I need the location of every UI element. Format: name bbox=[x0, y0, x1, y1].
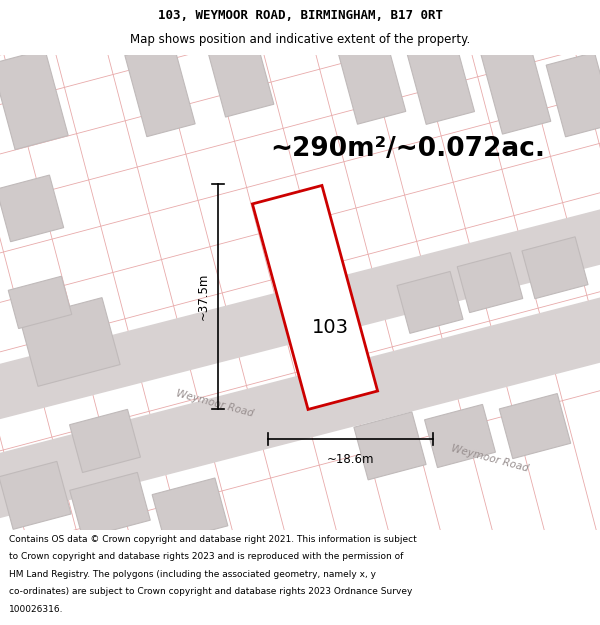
Polygon shape bbox=[354, 412, 426, 480]
Polygon shape bbox=[125, 42, 195, 137]
Polygon shape bbox=[425, 404, 496, 468]
Text: 103, WEYMOOR ROAD, BIRMINGHAM, B17 0RT: 103, WEYMOOR ROAD, BIRMINGHAM, B17 0RT bbox=[157, 9, 443, 22]
Polygon shape bbox=[0, 461, 71, 529]
Polygon shape bbox=[20, 298, 120, 386]
Polygon shape bbox=[152, 478, 228, 542]
Polygon shape bbox=[0, 175, 64, 242]
Text: ~290m²/~0.072ac.: ~290m²/~0.072ac. bbox=[270, 136, 545, 162]
Polygon shape bbox=[0, 298, 600, 518]
Polygon shape bbox=[0, 209, 600, 419]
Text: 100026316.: 100026316. bbox=[9, 605, 64, 614]
Polygon shape bbox=[0, 49, 68, 149]
Text: HM Land Registry. The polygons (including the associated geometry, namely x, y: HM Land Registry. The polygons (includin… bbox=[9, 570, 376, 579]
Polygon shape bbox=[8, 276, 72, 329]
Text: ~37.5m: ~37.5m bbox=[197, 272, 210, 320]
Polygon shape bbox=[546, 52, 600, 137]
Polygon shape bbox=[253, 186, 377, 409]
Polygon shape bbox=[397, 271, 463, 333]
Text: Map shows position and indicative extent of the property.: Map shows position and indicative extent… bbox=[130, 33, 470, 46]
Text: co-ordinates) are subject to Crown copyright and database rights 2023 Ordnance S: co-ordinates) are subject to Crown copyr… bbox=[9, 588, 412, 596]
Polygon shape bbox=[522, 237, 588, 299]
Polygon shape bbox=[479, 35, 551, 134]
Text: 103: 103 bbox=[311, 318, 349, 337]
Text: ~18.6m: ~18.6m bbox=[327, 452, 374, 466]
Polygon shape bbox=[334, 26, 406, 124]
Polygon shape bbox=[70, 409, 140, 472]
Polygon shape bbox=[457, 253, 523, 312]
Polygon shape bbox=[406, 35, 475, 124]
Text: Contains OS data © Crown copyright and database right 2021. This information is : Contains OS data © Crown copyright and d… bbox=[9, 535, 417, 544]
Polygon shape bbox=[499, 394, 571, 459]
Text: Weymoor Road: Weymoor Road bbox=[175, 388, 255, 419]
Polygon shape bbox=[70, 472, 150, 538]
Text: to Crown copyright and database rights 2023 and is reproduced with the permissio: to Crown copyright and database rights 2… bbox=[9, 552, 403, 561]
Text: Weymoor Road: Weymoor Road bbox=[450, 444, 530, 474]
Polygon shape bbox=[206, 32, 274, 117]
